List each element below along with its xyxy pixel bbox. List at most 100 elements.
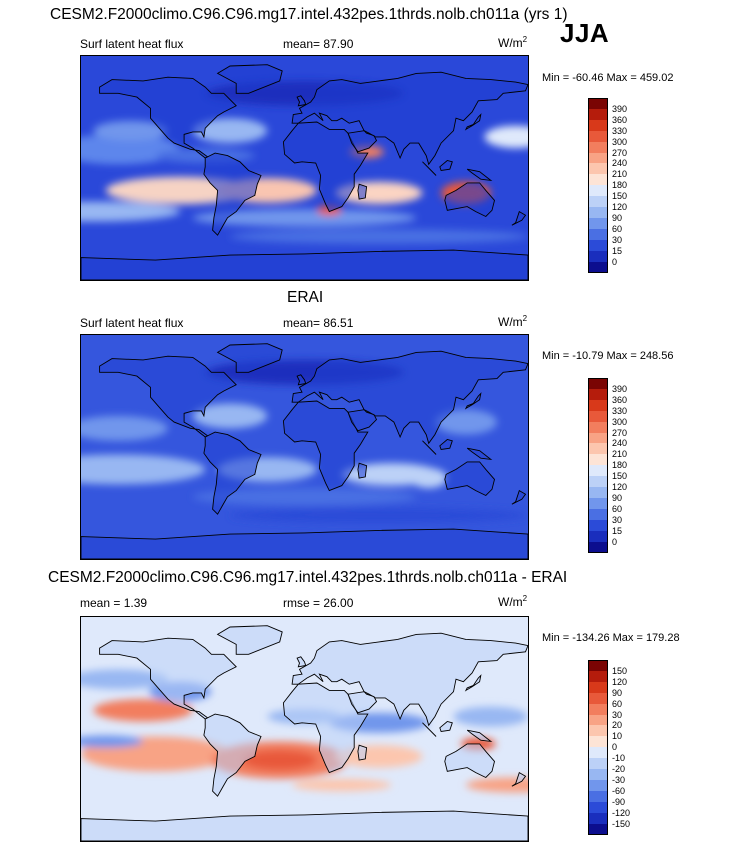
colorbar-tick-label: -10 — [612, 753, 626, 764]
colorbar-tick-label: 60 — [612, 223, 623, 234]
colorbar-tick-label: 330 — [612, 125, 628, 136]
coastline-greenland — [216, 625, 283, 655]
colorbar-swatch — [588, 487, 608, 499]
colorbar-swatch — [588, 801, 608, 813]
colorbar-swatch — [588, 736, 608, 748]
coastline-antarctica — [81, 810, 528, 841]
colorbar-swatch — [588, 163, 608, 175]
coastline-sumatra — [422, 722, 437, 737]
colorbar-swatch — [588, 98, 608, 110]
colorbar-swatch — [588, 692, 608, 704]
colorbar-tick-label: 150 — [612, 191, 628, 202]
min-max-label: Min = -10.79 Max = 248.56 — [542, 350, 674, 362]
colorbar-swatch — [588, 250, 608, 262]
coastline-eurasia — [291, 71, 528, 166]
colorbar-swatch — [588, 790, 608, 802]
coastline-nz — [511, 771, 527, 787]
colorbar-tick-label: 240 — [612, 438, 628, 449]
coastline-africa — [282, 400, 369, 492]
colorbar-tick-label: 90 — [612, 492, 623, 503]
colorbar-swatch — [588, 228, 608, 240]
field-region — [242, 750, 317, 771]
colorbar-swatch — [588, 823, 608, 835]
colorbar-swatch — [588, 530, 608, 542]
colorbar-tick-label: 390 — [612, 103, 628, 114]
colorbar-swatch — [588, 465, 608, 477]
colorbar-swatch — [588, 130, 608, 142]
coastline-borneo — [439, 160, 453, 172]
coastline-africa — [282, 121, 369, 213]
field-region — [484, 125, 528, 149]
colorbar-tick-label: 300 — [612, 136, 628, 147]
colorbar-swatch — [588, 421, 608, 433]
coastline-madagascar — [357, 183, 368, 200]
colorbar-tick-label: -20 — [612, 764, 626, 774]
field-region — [192, 209, 417, 227]
colorbar-swatch — [588, 217, 608, 230]
colorbar-swatch — [588, 476, 608, 488]
colorbar-swatch — [588, 681, 608, 693]
variable-label: Surf latent heat flux — [80, 316, 184, 330]
coastline-australia — [444, 182, 495, 218]
field-region — [81, 415, 168, 441]
colorbar-flux-model: 390 360 330 300 270 240 210 180 150 120 90 60 30 15 0 — [588, 98, 648, 273]
coastline-japan — [464, 674, 482, 692]
colorbar-swatch — [588, 239, 608, 251]
field-region — [81, 454, 206, 485]
coastline-uk — [296, 656, 307, 668]
field-region — [465, 777, 528, 793]
colorbar-swatch — [588, 141, 608, 153]
colorbar-tick-label: 0 — [612, 256, 618, 267]
coastline-arabia — [347, 409, 378, 432]
colorbar-flux-obs: 390 360 330 300 270 240 210 180 150 120 90 60 30 15 0 — [588, 378, 648, 553]
diff-mean-label: mean = 1.39 — [80, 596, 148, 610]
colorbar-swatch — [588, 378, 608, 390]
field-region — [410, 468, 448, 489]
colorbar-swatch — [588, 388, 608, 401]
colorbar-tick-label: -120 — [612, 807, 631, 818]
field-region — [292, 778, 392, 792]
units-label: W/m2 — [498, 594, 528, 609]
colorbar-tick-label: 0 — [612, 742, 618, 753]
coastline-sumatra — [422, 161, 437, 176]
field-region — [81, 201, 181, 222]
colorbar-swatch — [588, 196, 608, 208]
coastline-newGuinea — [466, 447, 493, 461]
colorbar-tick-label: 90 — [612, 212, 623, 223]
coastline-borneo — [439, 721, 453, 733]
field-region — [93, 120, 168, 141]
colorbar-tick-label: 210 — [612, 449, 628, 460]
diff-heading: CESM2.F2000climo.C96.C96.mg17.intel.432p… — [48, 569, 568, 586]
field-region — [335, 181, 423, 205]
colorbar-swatch — [588, 207, 608, 219]
coastline-northAmerica — [99, 76, 237, 159]
colorbar-swatch — [588, 443, 608, 455]
coastline-sumatra — [422, 440, 437, 455]
rmse-label: rmse = 26.00 — [283, 596, 354, 610]
field-region — [453, 706, 528, 727]
colorbar-tick-label: 180 — [612, 460, 628, 471]
coastline-australia — [444, 743, 495, 779]
coastline-nz — [511, 489, 527, 505]
coastline-uk — [296, 374, 307, 386]
field-region — [81, 669, 168, 690]
colorbar-tick-label: 0 — [612, 536, 618, 547]
coastline-borneo — [439, 439, 453, 451]
colorbar-tick-label: 120 — [612, 676, 628, 687]
coastline-nz — [511, 210, 527, 226]
colorbar-tick-label: 10 — [612, 731, 623, 742]
variable-label: Surf latent heat flux — [80, 37, 184, 51]
colorbar-tick-label: 360 — [612, 114, 628, 125]
colorbar-tick-label: 180 — [612, 180, 628, 191]
colorbar-swatch — [588, 769, 608, 781]
field-region — [192, 488, 417, 506]
colorbar-swatch — [588, 508, 608, 520]
colorbar-tick-label: 30 — [612, 234, 623, 245]
units-label: W/m2 — [498, 314, 528, 329]
field-region — [230, 507, 528, 523]
coastline-greenland — [216, 343, 283, 373]
colorbar-tick-label: 210 — [612, 169, 628, 180]
field-region — [93, 699, 193, 722]
coastline-southAmerica — [203, 431, 262, 515]
mean-label: mean= 86.51 — [283, 316, 354, 330]
